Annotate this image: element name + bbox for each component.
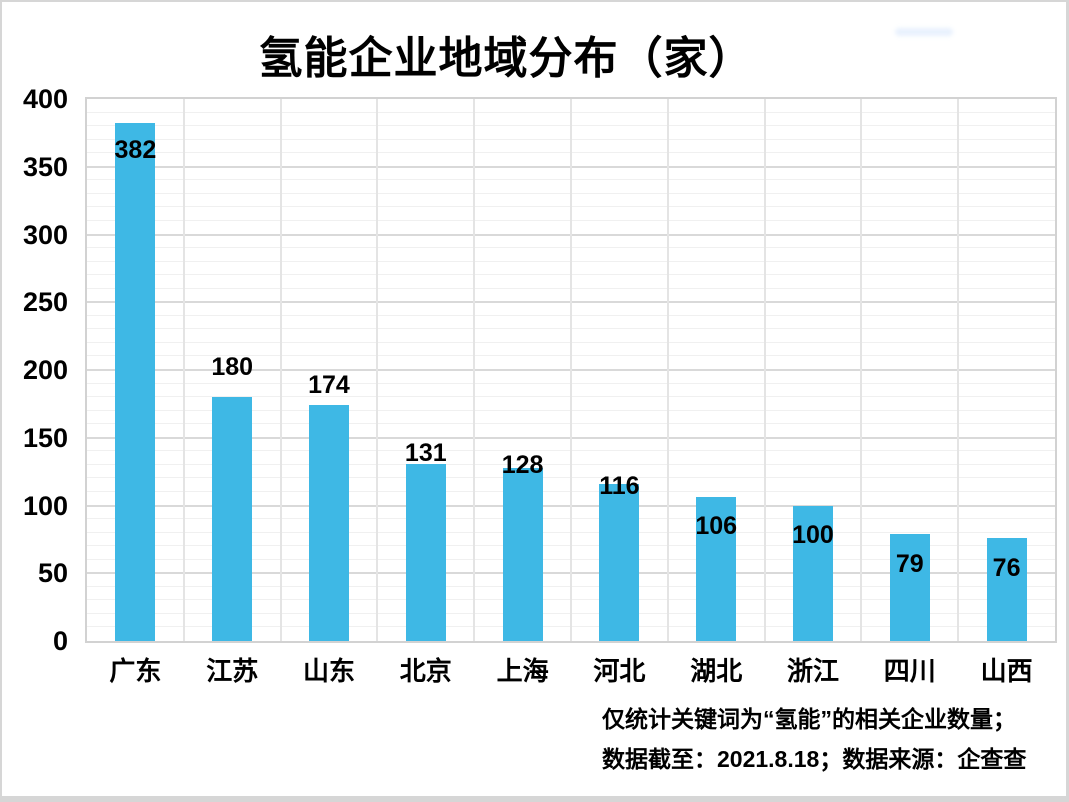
- gridline-vertical: [666, 99, 669, 641]
- bar-value-label: 100: [792, 520, 834, 549]
- category-label-湖北: 湖北: [690, 656, 743, 686]
- gridline-vertical: [279, 99, 282, 641]
- bar-浙江: [793, 505, 833, 641]
- footnote-line-1: 仅统计关键词为“氢能”的相关企业数量；: [602, 706, 1016, 732]
- bar-山西: [986, 538, 1027, 641]
- y-tick-label: 150: [22, 422, 68, 453]
- bar-value-label: 180: [211, 353, 254, 382]
- bar-value-label: 106: [695, 512, 738, 541]
- category-label-广东: 广东: [109, 656, 162, 686]
- category-label-浙江: 浙江: [786, 656, 839, 686]
- y-tick-label: 400: [22, 84, 68, 114]
- bar-value-label: 382: [114, 136, 157, 165]
- y-tick-label: 200: [22, 355, 68, 385]
- bar-value-label: 76: [992, 554, 1021, 583]
- category-label-江苏: 江苏: [206, 656, 259, 686]
- gridline-vertical: [763, 99, 766, 641]
- category-label-上海: 上海: [496, 656, 549, 686]
- bar-广东: [115, 123, 156, 641]
- category-label-山西: 山西: [980, 656, 1033, 686]
- y-tick-label: 0: [52, 626, 68, 656]
- bar-山东: [309, 405, 349, 641]
- footnote-line-2: 数据截至：2021.8.18；数据来源：企查查: [602, 746, 1027, 772]
- y-tick-label: 300: [22, 219, 68, 250]
- bar-河北: [599, 483, 640, 641]
- bar-value-label: 131: [404, 439, 447, 468]
- faint-watermark-smudge: [895, 28, 953, 36]
- category-label-河北: 河北: [593, 656, 646, 686]
- bar-value-label: 128: [501, 450, 544, 479]
- gridline-vertical: [473, 99, 476, 641]
- y-tick-label: 350: [22, 151, 68, 182]
- bar-江苏: [212, 397, 253, 641]
- gridline-vertical: [182, 99, 185, 641]
- bar-湖北: [696, 497, 737, 641]
- bar-value-label: 116: [599, 471, 640, 500]
- bar-北京: [405, 463, 446, 641]
- gridline-vertical: [376, 99, 379, 641]
- y-tick-label: 100: [22, 490, 68, 521]
- category-label-山东: 山东: [302, 656, 355, 686]
- category-label-四川: 四川: [883, 656, 936, 686]
- plot-area: 382 180 174 131 128 116 106 100 79 76: [85, 97, 1057, 643]
- bar-四川: [889, 533, 930, 641]
- bar-上海: [502, 467, 543, 641]
- bar-value-label: 174: [308, 371, 350, 400]
- bar-value-label: 79: [895, 549, 924, 578]
- category-label-北京: 北京: [399, 656, 452, 686]
- gridline-vertical: [860, 99, 863, 641]
- gridline-vertical: [957, 99, 960, 641]
- footnote: 仅统计关键词为“氢能”的相关企业数量； 数据截至：2021.8.18；数据来源：…: [602, 705, 1026, 785]
- gridline-vertical: [570, 99, 572, 641]
- y-tick-label: 250: [22, 287, 68, 318]
- chart-title: 氢能企业地域分布（家）: [258, 34, 754, 83]
- y-tick-label: 50: [37, 558, 68, 589]
